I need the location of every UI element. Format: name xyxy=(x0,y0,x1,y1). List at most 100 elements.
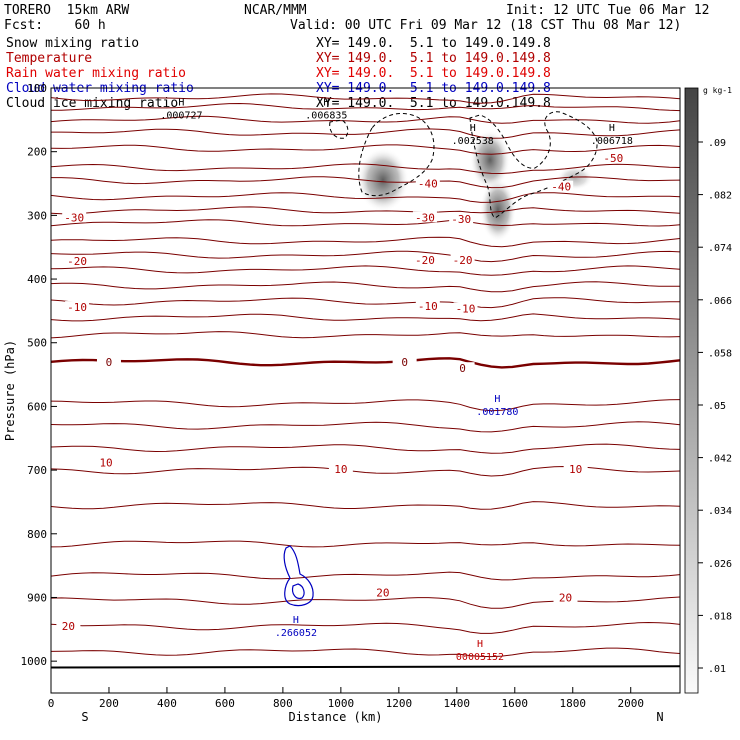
forecast-hour: Fcst: 60 h xyxy=(4,18,106,33)
y-top-tick-label: 100 xyxy=(27,82,47,95)
label-mask xyxy=(553,591,578,603)
isotherm-minus10 xyxy=(50,313,681,322)
x-tick-label: 600 xyxy=(215,697,235,710)
isotherm-minus50 xyxy=(50,144,681,155)
maximum-value: .006835 xyxy=(305,111,347,122)
contour-label: -40 xyxy=(551,181,571,194)
isotherm-20 xyxy=(50,540,681,548)
field-name-rain: Rain water mixing ratio xyxy=(6,66,187,81)
label-mask xyxy=(415,299,440,311)
colorbar-tick-label: .042 xyxy=(708,454,732,465)
x-tick-label: 0 xyxy=(48,697,55,710)
maximum-value: .266052 xyxy=(275,628,317,639)
field-xy-rain: XY= 149.0. 5.1 to 149.0.149.8 xyxy=(316,66,551,81)
label-mask xyxy=(549,180,574,192)
isotherm-minus40 xyxy=(50,163,681,175)
org-label: NCAR/MMM xyxy=(244,3,307,18)
contour-label: -20 xyxy=(453,254,473,267)
contour-label: -10 xyxy=(418,300,438,313)
maximum-marker: H xyxy=(323,98,329,109)
isotherm-20 xyxy=(50,571,681,581)
isotherm-30 xyxy=(50,621,681,634)
y-tick-label: 300 xyxy=(27,209,47,222)
colorbar-tick-label: .018 xyxy=(708,611,732,622)
contour-label: 20 xyxy=(376,586,389,599)
contour-label: 20 xyxy=(559,591,572,604)
label-mask xyxy=(370,586,395,598)
label-mask xyxy=(96,355,121,367)
maximum-marker: H xyxy=(494,394,500,405)
contour-label: -10 xyxy=(456,302,476,315)
south-end-label: S xyxy=(81,710,88,724)
field-xy-snow: XY= 149.0. 5.1 to 149.0.149.8 xyxy=(316,36,551,51)
field-xy-temperature: XY= 149.0. 5.1 to 149.0.149.8 xyxy=(316,51,551,66)
cloud-water-contours xyxy=(283,545,314,607)
contour-label: -50 xyxy=(603,152,623,165)
contour-label: 10 xyxy=(99,456,112,469)
model-title: TORERO 15km ARW xyxy=(4,3,130,18)
isotherm-0 xyxy=(50,399,681,412)
isotherm-30 xyxy=(50,647,681,658)
contour-label: 0 xyxy=(106,356,113,369)
cloud-ice-contour xyxy=(329,119,349,139)
x-tick-label: 1200 xyxy=(386,697,413,710)
isotherm-10 xyxy=(50,443,681,454)
colorbar-tick-label: .074 xyxy=(708,243,732,254)
label-mask xyxy=(563,462,588,474)
colorbar-tick-label: .05 xyxy=(708,401,726,412)
x-axis-label: Distance (km) xyxy=(289,710,383,724)
maximum-value: .006718 xyxy=(591,136,633,147)
label-mask xyxy=(94,456,119,468)
label-mask xyxy=(392,355,417,367)
y-tick-label: 200 xyxy=(27,146,47,159)
field-name-snow: Snow mixing ratio xyxy=(6,36,140,51)
maximum-value: .000727 xyxy=(160,111,202,122)
colorbar: .09 .082 .074 .066 .058 .05 .042 .034 .026 .018 .0… xyxy=(684,86,732,694)
snow-core-central xyxy=(470,130,510,190)
isotherm-10 xyxy=(50,501,681,510)
x-tick-label: 1600 xyxy=(502,697,529,710)
isotherm-minus30 xyxy=(50,192,681,203)
isotherm-minus50 xyxy=(51,128,681,139)
init-time: Init: 12 UTC Tue 06 Mar 12 xyxy=(506,3,710,18)
maximum-marker: H xyxy=(477,639,483,650)
contour-label: -40 xyxy=(418,178,438,191)
label-mask xyxy=(65,255,90,267)
contour-label: -20 xyxy=(415,254,435,267)
isotherm-minus10 xyxy=(50,281,681,293)
y-tick-label: 400 xyxy=(27,273,47,286)
colorbar-tick-label: .058 xyxy=(708,348,732,359)
colorbar-tick-label: .082 xyxy=(708,191,732,202)
colorbar-tick-label: .026 xyxy=(708,559,732,570)
colorbar-tick-label: .01 xyxy=(708,664,726,675)
north-end-label: N xyxy=(656,710,663,724)
maximum-marker: H xyxy=(178,98,184,109)
isotherm-minus10 xyxy=(50,297,680,309)
label-mask xyxy=(65,301,90,313)
y-tick-label: 600 xyxy=(27,400,47,413)
contour-label: -30 xyxy=(451,213,471,226)
field-name-cloud-ice: Cloud ice mixing ratio xyxy=(6,96,179,111)
axes: 0 200 400 600 800 1000 1200 1400 1600 1800 2000200… xyxy=(3,82,681,724)
cloud-ice-contour xyxy=(358,113,435,197)
y-tick-label: 700 xyxy=(27,464,47,477)
maximum-value: .001780 xyxy=(476,407,518,418)
isotherm-minus20 xyxy=(50,250,681,263)
x-tick-label: 1000 xyxy=(328,697,355,710)
label-mask xyxy=(56,620,81,632)
contour-label: 0 xyxy=(401,356,408,369)
maximum-value: 00005152 xyxy=(456,652,504,663)
label-mask xyxy=(415,177,440,189)
maximum-marker: H xyxy=(609,123,615,134)
colorbar-gradient xyxy=(684,87,699,694)
maximum-marker: H xyxy=(293,615,299,626)
isotherm-minus50 xyxy=(51,102,681,112)
label-mask xyxy=(62,211,87,223)
isotherm-minus50 xyxy=(50,93,681,104)
y-tick-label: 800 xyxy=(27,528,47,541)
plot-frame xyxy=(50,87,681,694)
cloud-water-contour xyxy=(291,583,305,599)
label-mask xyxy=(449,213,474,225)
isotherm-minus30 xyxy=(50,206,681,215)
isotherm-0 xyxy=(50,357,681,369)
